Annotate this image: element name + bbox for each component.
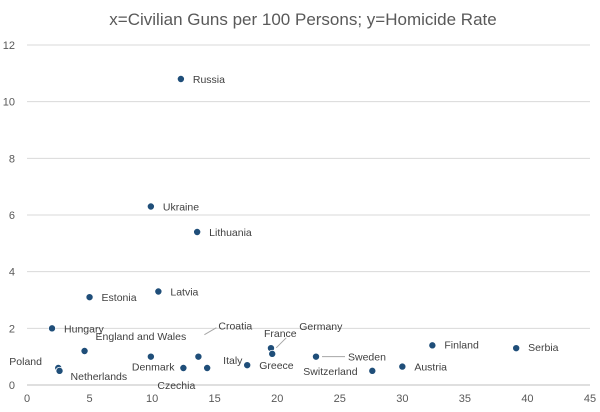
- data-point-germany: [268, 349, 277, 358]
- y-tick-label: 6: [9, 210, 15, 222]
- y-tick-label: 12: [3, 40, 15, 52]
- y-tick-label: 4: [9, 267, 15, 279]
- data-point-croatia: [194, 352, 203, 361]
- data-point-russia: [176, 75, 185, 84]
- data-label: Estonia: [102, 292, 137, 304]
- data-label: Croatia: [218, 321, 252, 333]
- x-tick-label: 20: [271, 393, 283, 405]
- data-point-ukraine: [146, 202, 155, 211]
- data-labels: Russia Ukraine Lithuania Estonia Latvia Hunga…: [9, 74, 558, 392]
- x-tick-label: 35: [459, 393, 471, 405]
- data-label: Netherlands: [71, 371, 128, 383]
- data-point-hungary: [48, 324, 57, 333]
- data-label: Finland: [444, 339, 479, 351]
- data-label: Greece: [259, 360, 294, 372]
- data-label: England and Wales: [96, 331, 187, 343]
- data-point-czechia: [179, 363, 188, 372]
- data-point-greece: [243, 361, 252, 370]
- y-tick-label: 10: [3, 97, 15, 109]
- data-label: France: [264, 328, 297, 340]
- data-label: Serbia: [528, 342, 559, 354]
- y-tick-label: 8: [9, 153, 15, 165]
- data-point-serbia: [512, 344, 521, 353]
- data-point-finland: [428, 341, 437, 350]
- y-tick-label: 0: [9, 380, 15, 392]
- x-tick-label: 40: [521, 393, 533, 405]
- data-label: Austria: [414, 362, 447, 374]
- data-point-lithuania: [193, 227, 202, 236]
- data-label: Ukraine: [163, 202, 199, 214]
- data-label: Switzerland: [303, 366, 357, 378]
- data-point-england-and-wales: [80, 346, 89, 355]
- data-points: [48, 75, 521, 375]
- x-tick-label: 30: [396, 393, 408, 405]
- chart-title: x=Civilian Guns per 100 Persons; y=Homic…: [109, 10, 496, 29]
- data-label: Lithuania: [209, 227, 252, 239]
- data-point-denmark: [146, 352, 155, 361]
- data-label: Germany: [299, 321, 343, 333]
- x-tick-label: 0: [24, 393, 30, 405]
- data-point-latvia: [154, 287, 163, 296]
- gridlines: [27, 44, 590, 329]
- data-point-netherlands: [55, 366, 64, 375]
- data-point-austria: [398, 362, 407, 371]
- x-tick-label: 15: [209, 393, 221, 405]
- x-tick-label: 45: [584, 393, 596, 405]
- data-label: Sweden: [348, 352, 386, 364]
- data-label: Russia: [193, 74, 225, 86]
- data-label: Hungary: [64, 323, 104, 335]
- leader-line: [275, 337, 287, 349]
- data-label: Denmark: [132, 362, 175, 374]
- y-tick-label: 2: [9, 323, 15, 335]
- data-label: Poland: [9, 356, 42, 368]
- label-leader-lines: [204, 327, 346, 358]
- data-point-switzerland: [368, 366, 377, 375]
- data-point-estonia: [85, 293, 94, 302]
- x-tick-label: 5: [86, 393, 92, 405]
- leader-line: [204, 327, 217, 336]
- data-label: Czechia: [157, 380, 195, 392]
- x-tick-label: 25: [334, 393, 346, 405]
- axes: 0 2 4 6 8 10 12 0 5 10 15 20 25 30 35 40 45: [3, 40, 596, 405]
- data-label: Latvia: [170, 287, 198, 299]
- x-tick-label: 10: [146, 393, 158, 405]
- data-point-sweden: [312, 352, 321, 361]
- data-label: Italy: [223, 355, 243, 367]
- data-point-italy: [203, 363, 212, 372]
